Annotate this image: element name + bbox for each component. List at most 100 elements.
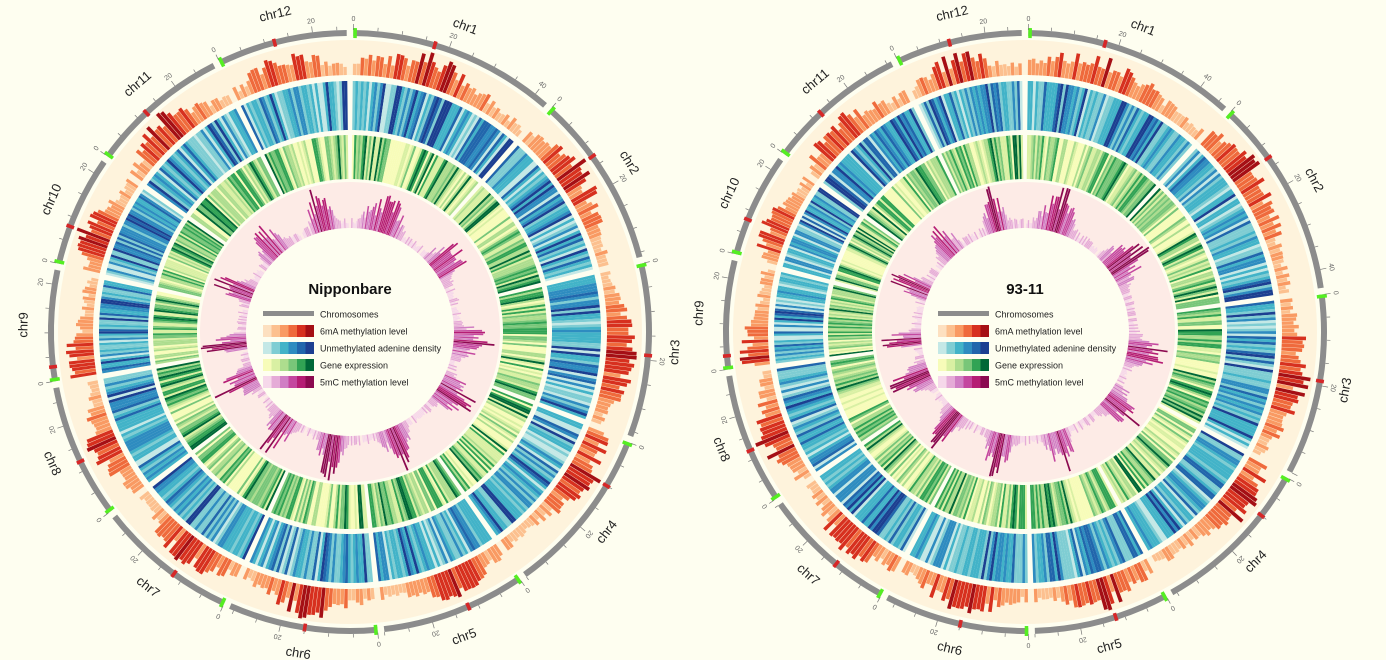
cell-unmethylated-chr6 <box>953 525 970 574</box>
bar-5mc-chr8 <box>223 370 254 384</box>
bar-6ma-chr6 <box>274 578 282 596</box>
bar-6ma-chr4 <box>1224 490 1246 509</box>
bar-6ma-chr6 <box>1020 588 1025 597</box>
cell-gene-expression-chr3 <box>1164 394 1205 415</box>
bar-5mc-chr1 <box>368 206 375 230</box>
cell-unmethylated-chr2 <box>539 245 587 265</box>
bar-5mc-chr2 <box>420 250 426 257</box>
cell-gene-expression-chr1 <box>412 152 433 194</box>
cell-gene-expression-chr6 <box>970 479 985 523</box>
bar-5mc-chr3 <box>1128 338 1143 341</box>
cell-gene-expression-chr7 <box>240 459 267 497</box>
cell-unmethylated-chr9 <box>102 289 151 300</box>
bar-5mc-chr1 <box>415 245 421 253</box>
bar-6ma-chr5 <box>415 579 423 594</box>
bar-6ma-chr12 <box>281 64 290 84</box>
cell-unmethylated-chr2 <box>488 149 524 187</box>
cell-gene-expression-chr8 <box>850 402 891 425</box>
cell-gene-expression-chr6 <box>948 472 967 515</box>
tick-label: 0 <box>215 612 222 620</box>
cell-unmethylated-chr2 <box>509 177 550 210</box>
bar-6ma-chr3 <box>1281 336 1307 341</box>
cell-unmethylated-chr5 <box>1093 521 1113 569</box>
bar-5mc-chr1 <box>1083 238 1091 247</box>
cell-gene-expression-chr11 <box>252 159 276 200</box>
cell-unmethylated-chr3 <box>1216 393 1265 411</box>
cell-gene-expression-chr3 <box>498 367 542 380</box>
cell-unmethylated-chr5 <box>1051 531 1062 581</box>
tick-mark <box>1301 451 1306 454</box>
bar-5mc-chr10 <box>915 301 925 305</box>
bar-5mc-chr1 <box>1043 213 1049 230</box>
cell-gene-expression-chr2 <box>1169 266 1212 283</box>
bar-6ma-chr3 <box>605 357 630 364</box>
cell-unmethylated-chr4 <box>527 426 572 453</box>
cell-unmethylated-chr10 <box>783 260 832 277</box>
tick-mark <box>634 432 639 434</box>
bar-5mc-chr10 <box>930 267 940 275</box>
bar-6ma-chr6 <box>306 586 315 616</box>
bar-5mc-chr2 <box>433 249 463 272</box>
cell-unmethylated-chr6 <box>924 517 947 564</box>
cell-unmethylated-chr6 <box>366 533 374 583</box>
bar-5mc-chr12 <box>308 202 320 233</box>
bar-6ma-chr3 <box>606 327 629 332</box>
bar-5mc-chr6 <box>991 432 1000 458</box>
cell-unmethylated-chr8 <box>807 433 852 461</box>
cell-unmethylated-chr6 <box>999 532 1008 583</box>
cell-unmethylated-chr12 <box>261 96 281 144</box>
cell-gene-expression-chr2 <box>493 262 535 280</box>
cell-unmethylated-chr2 <box>1208 227 1255 251</box>
bar-6ma-chr8 <box>762 370 772 375</box>
chromosome-label: chr11 <box>798 65 832 97</box>
cell-unmethylated-chr10 <box>116 238 163 259</box>
cell-unmethylated-chr3 <box>1221 378 1270 392</box>
bar-6ma-chr4 <box>538 503 553 517</box>
bar-5mc-chr12 <box>1005 214 1009 230</box>
bar-6ma-chr5 <box>1109 573 1123 603</box>
cell-unmethylated-chr7 <box>165 468 203 504</box>
cell-gene-expression-chr11 <box>877 199 912 231</box>
bar-6ma-chr2 <box>1269 247 1281 255</box>
cell-unmethylated-chr2 <box>526 210 571 236</box>
cell-gene-expression-chr4 <box>1153 413 1192 440</box>
bar-5mc-chr6 <box>317 431 322 440</box>
bar-6ma-chr9 <box>751 323 769 327</box>
bar-5mc-chr3 <box>449 359 455 363</box>
bar-6ma-chr11 <box>136 169 147 179</box>
cell-gene-expression-chr7 <box>225 450 256 487</box>
cell-unmethylated-chr10 <box>783 262 831 278</box>
cell-unmethylated-chr7 <box>210 499 240 542</box>
cell-unmethylated-chr9 <box>775 306 825 313</box>
cell-gene-expression-chr4 <box>1147 422 1185 451</box>
bar-6ma-chr11 <box>144 141 163 159</box>
cell-gene-expression-chr5 <box>384 480 397 525</box>
cell-unmethylated-chr8 <box>103 369 152 382</box>
cell-unmethylated-chr8 <box>109 389 157 406</box>
cell-gene-expression-chr11 <box>874 203 910 234</box>
cell-unmethylated-chr12 <box>245 102 269 149</box>
bar-6ma-chr7 <box>209 553 223 573</box>
cell-gene-expression-chr1 <box>1088 153 1110 194</box>
bar-5mc-chr3 <box>1128 336 1141 339</box>
bar-6ma-chr2 <box>1255 208 1275 221</box>
tick-mark <box>88 169 94 173</box>
cell-gene-expression-chr6 <box>332 484 339 529</box>
cell-unmethylated-chr2 <box>1178 168 1218 203</box>
bar-6ma-chr3 <box>606 338 632 344</box>
bar-5mc-chr2 <box>1118 277 1135 287</box>
bar-6ma-chr2 <box>570 185 598 204</box>
cell-unmethylated-chr2 <box>527 212 573 238</box>
bar-5mc-chr4 <box>1113 385 1123 392</box>
cell-unmethylated-chr2 <box>1210 233 1257 255</box>
bar-6ma-chr1 <box>392 53 401 80</box>
cell-unmethylated-chr1 <box>1031 81 1037 131</box>
bar-6ma-chr1 <box>410 61 420 84</box>
cell-unmethylated-chr12 <box>289 87 304 136</box>
cell-unmethylated-chr2 <box>1201 210 1246 237</box>
cell-gene-expression-chr1 <box>370 136 379 181</box>
bar-6ma-chr2 <box>544 153 561 168</box>
cell-unmethylated-chr7 <box>154 458 194 492</box>
cell-unmethylated-chr12 <box>943 93 962 142</box>
